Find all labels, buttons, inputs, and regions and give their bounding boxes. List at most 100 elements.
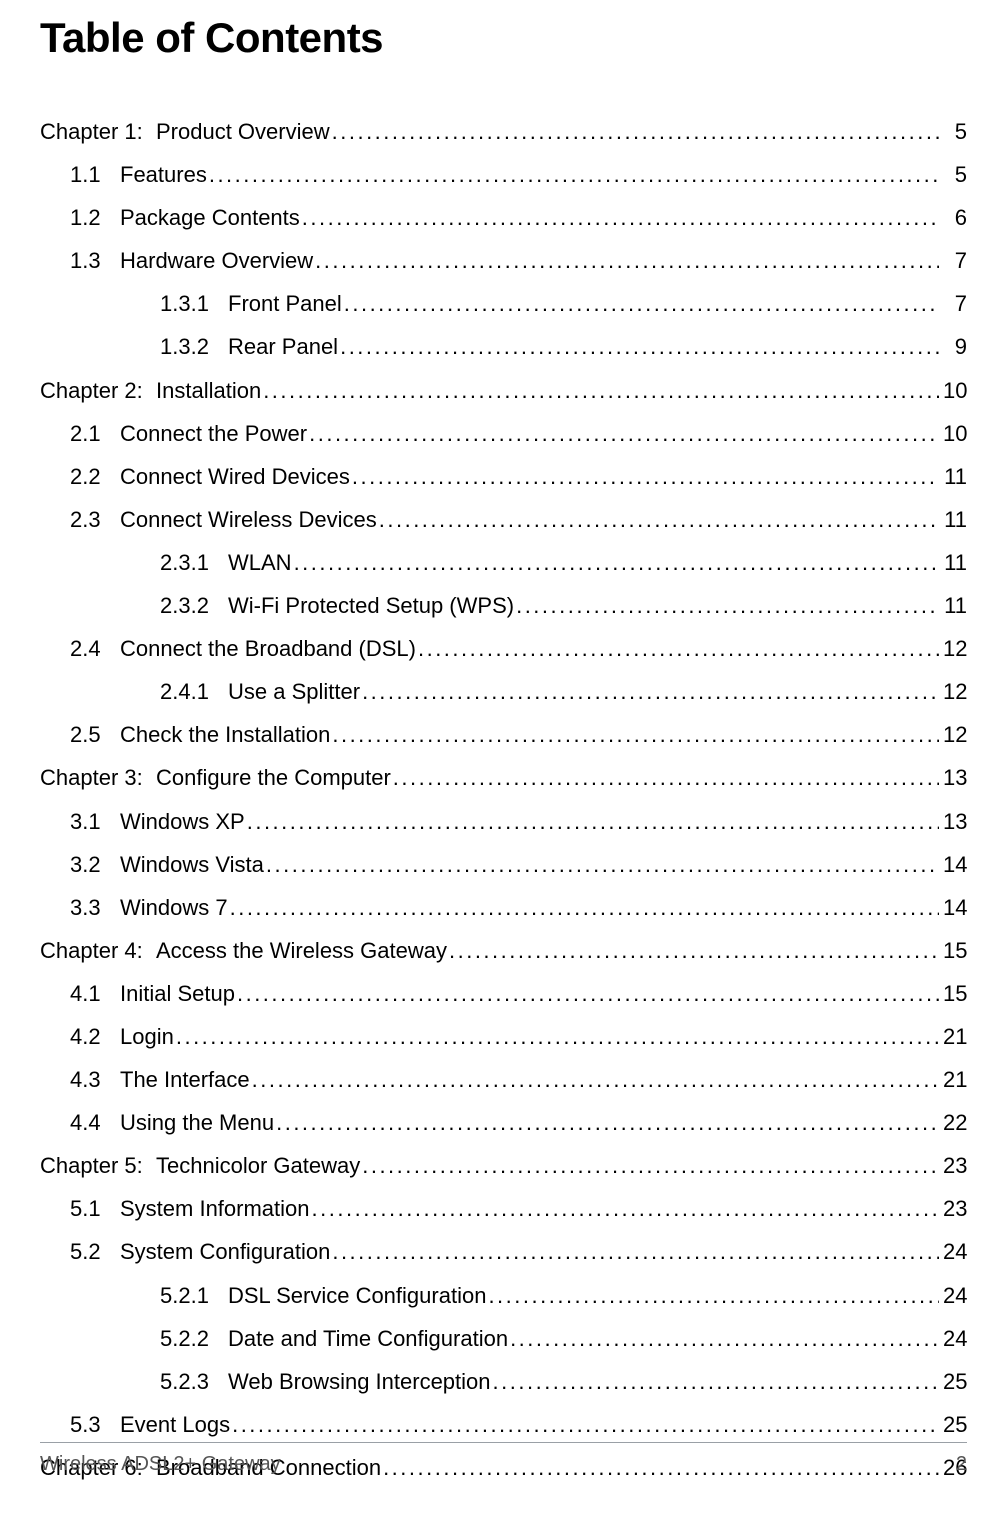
toc-entry-number: 1.3.1 [160,290,228,319]
toc-entry-number: 2.4.1 [160,678,228,707]
toc-entry-label: Access the Wireless Gateway [156,937,447,966]
toc-entry-label: Package Contents [120,204,300,233]
toc-entry-page: 13 [939,764,967,793]
toc-entry-label: WLAN [228,549,292,578]
toc-entry-page: 5 [939,118,967,147]
toc-entry[interactable]: 2.4Connect the Broadband (DSL)12 [40,635,967,664]
toc-leader-dots [235,980,939,1009]
toc-entry-label: Product Overview [156,118,330,147]
toc-entry-label: Configure the Computer [156,764,391,793]
toc-entry-label: Rear Panel [228,333,338,362]
toc-entry-page: 11 [939,506,967,535]
toc-leader-dots [391,764,939,793]
toc-leader-dots [313,247,939,276]
toc-entry[interactable]: Chapter 3:Configure the Computer 13 [40,764,967,793]
toc-entry[interactable]: Chapter 2:Installation10 [40,377,967,406]
toc-entry-number: 4.2 [70,1023,120,1052]
toc-entry-page: 15 [939,937,967,966]
toc-leader-dots [330,1238,939,1267]
toc-entry[interactable]: 4.4Using the Menu22 [40,1109,967,1138]
toc-entry-number: Chapter 1: [40,118,156,147]
toc-entry[interactable]: 1.2Package Contents 6 [40,204,967,233]
toc-entry-page: 21 [939,1066,967,1095]
toc-entry[interactable]: 4.3The Interface21 [40,1066,967,1095]
toc-leader-dots [207,161,939,190]
toc-entry[interactable]: 3.3Windows 714 [40,894,967,923]
toc-entry[interactable]: Chapter 1:Product Overview 5 [40,118,967,147]
toc-leader-dots [360,678,939,707]
toc-entry[interactable]: 3.2Windows Vista 14 [40,851,967,880]
toc-entry-page: 9 [939,333,967,362]
toc-entry-page: 11 [939,592,967,621]
toc-entry-number: 1.3 [70,247,120,276]
toc-entry-page: 14 [939,851,967,880]
toc-entry[interactable]: 4.2Login21 [40,1023,967,1052]
toc-entry-number: 3.1 [70,808,120,837]
toc-entry[interactable]: 5.2.2Date and Time Configuration24 [40,1325,967,1354]
toc-entry-label: Web Browsing Interception [228,1368,491,1397]
footer-left: Wireless ADSL2+ Gateway [40,1453,281,1476]
toc-entry-page: 10 [939,377,967,406]
toc-entry-page: 24 [939,1238,967,1267]
toc-entry-number: 5.2 [70,1238,120,1267]
toc-entry-label: DSL Service Configuration [228,1282,486,1311]
toc-entry-page: 12 [939,678,967,707]
toc-entry-label: System Configuration [120,1238,330,1267]
toc-leader-dots [486,1282,939,1311]
toc-entry[interactable]: 1.3Hardware Overview7 [40,247,967,276]
toc-entry-number: 5.3 [70,1411,120,1440]
toc-leader-dots [300,204,939,233]
toc-leader-dots [338,333,939,362]
toc-entry[interactable]: 5.1System Information23 [40,1195,967,1224]
toc-leader-dots [250,1066,939,1095]
toc-entry[interactable]: 2.3.2Wi-Fi Protected Setup (WPS)11 [40,592,967,621]
toc-entry[interactable]: Chapter 5:Technicolor Gateway23 [40,1152,967,1181]
toc-entry-number: 5.2.1 [160,1282,228,1311]
toc-entry[interactable]: Chapter 4:Access the Wireless Gateway15 [40,937,967,966]
toc-leader-dots [310,1195,939,1224]
toc-leader-dots [174,1023,939,1052]
toc-leader-dots [447,937,939,966]
page-title: Table of Contents [40,14,967,62]
toc-entry[interactable]: 5.2.3Web Browsing Interception25 [40,1368,967,1397]
toc-entry[interactable]: 5.2System Configuration 24 [40,1238,967,1267]
toc-entry[interactable]: 2.1Connect the Power10 [40,420,967,449]
toc-entry-page: 15 [939,980,967,1009]
toc-entry-label: Windows Vista [120,851,264,880]
toc-entry-number: 1.3.2 [160,333,228,362]
toc-entry-label: Hardware Overview [120,247,313,276]
toc-entry-page: 6 [939,204,967,233]
toc-entry-page: 10 [939,420,967,449]
toc-entry[interactable]: 3.1Windows XP13 [40,808,967,837]
toc-entry[interactable]: 5.3Event Logs25 [40,1411,967,1440]
toc-entry[interactable]: 2.4.1Use a Splitter12 [40,678,967,707]
toc-entry-number: 2.3 [70,506,120,535]
toc-entry[interactable]: 2.3.1WLAN11 [40,549,967,578]
toc-entry-label: Initial Setup [120,980,235,1009]
toc-entry-number: 1.2 [70,204,120,233]
toc-entry-label: System Information [120,1195,310,1224]
toc-entry[interactable]: 1.3.1Front Panel7 [40,290,967,319]
toc-entry-label: Connect Wireless Devices [120,506,377,535]
toc-entry[interactable]: 1.1Features5 [40,161,967,190]
toc-entry-page: 23 [939,1195,967,1224]
toc-entry-number: 4.3 [70,1066,120,1095]
toc-entry[interactable]: 4.1Initial Setup15 [40,980,967,1009]
toc-entry-number: Chapter 3: [40,764,156,793]
toc-entry-number: 2.5 [70,721,120,750]
toc-entry-page: 11 [939,549,967,578]
toc-entry-label: Connect Wired Devices [120,463,350,492]
toc-entry-number: 3.2 [70,851,120,880]
footer-page-number: 2 [956,1453,967,1476]
toc-entry-page: 25 [939,1411,967,1440]
toc-entry[interactable]: 1.3.2Rear Panel 9 [40,333,967,362]
toc-entry-label: Technicolor Gateway [156,1152,360,1181]
toc-leader-dots [360,1152,939,1181]
toc-entry[interactable]: 2.3Connect Wireless Devices 11 [40,506,967,535]
toc-leader-dots [261,377,939,406]
toc-entry[interactable]: 2.5Check the Installation12 [40,721,967,750]
table-of-contents: Chapter 1:Product Overview51.1Features51… [40,118,967,1483]
toc-entry[interactable]: 2.2Connect Wired Devices11 [40,463,967,492]
toc-entry[interactable]: 5.2.1DSL Service Configuration24 [40,1282,967,1311]
toc-entry-number: 1.1 [70,161,120,190]
